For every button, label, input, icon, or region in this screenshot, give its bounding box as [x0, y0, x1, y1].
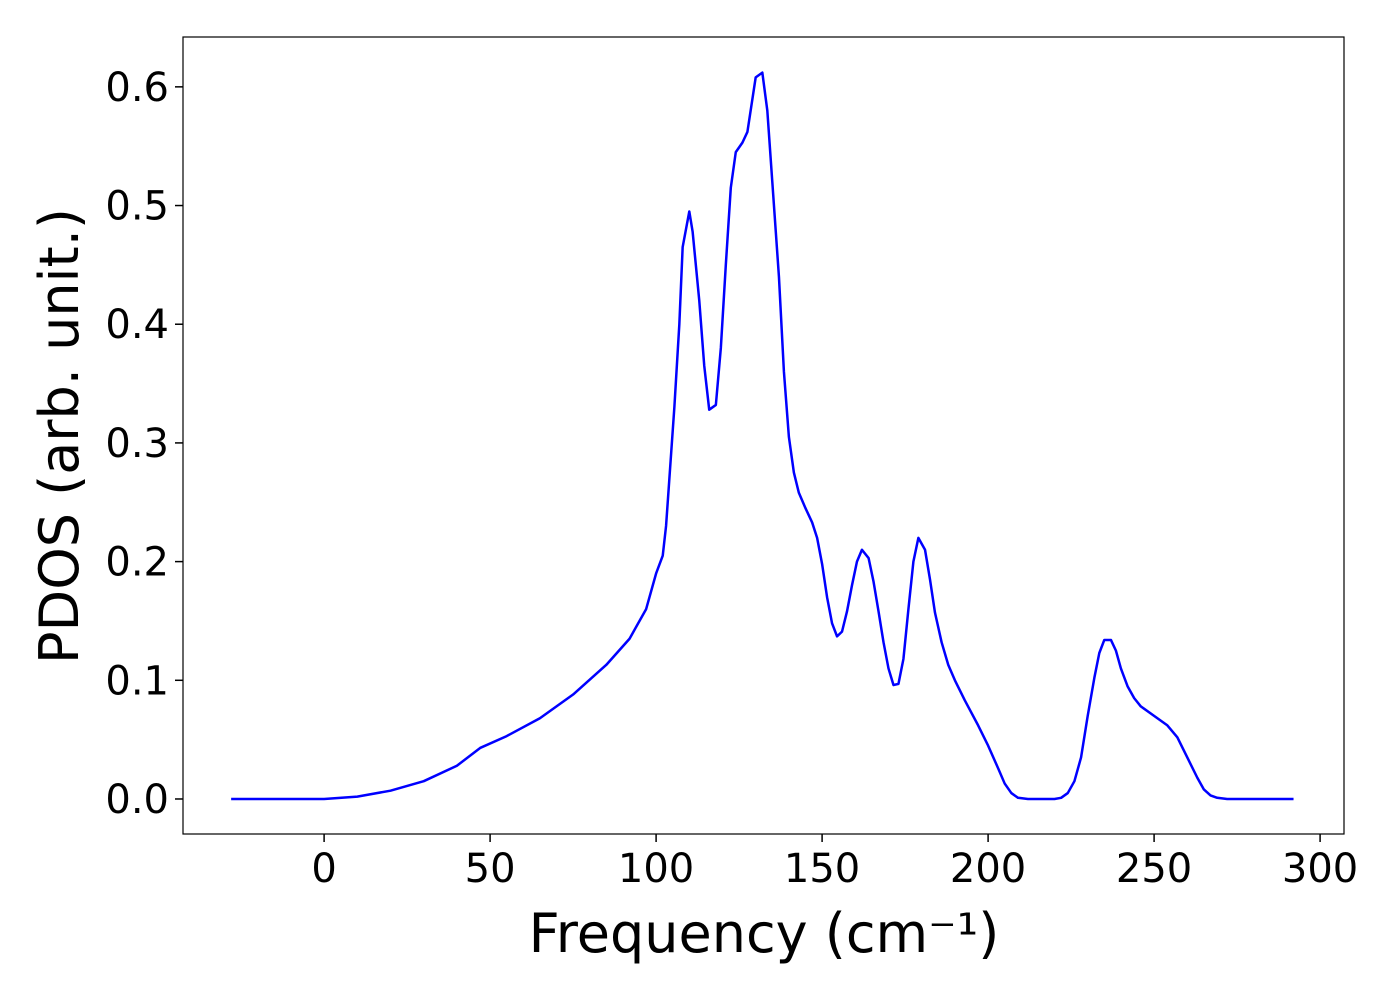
x-tick-label: 250 — [1116, 846, 1192, 892]
y-tick-label: 0.3 — [105, 421, 169, 467]
y-tick-label: 0.4 — [105, 302, 169, 348]
x-tick-label: 300 — [1282, 846, 1358, 892]
x-tick-label: 50 — [465, 846, 516, 892]
y-tick-label: 0.2 — [105, 540, 169, 586]
y-tick-label: 0.0 — [105, 777, 169, 823]
data-line — [231, 71, 1294, 801]
x-tick-label: 150 — [784, 846, 860, 892]
x-axis-label: Frequency (cm⁻¹) — [529, 902, 1000, 965]
x-tick-label: 100 — [618, 846, 694, 892]
x-tick-label: 200 — [950, 846, 1026, 892]
plot-frame — [182, 36, 1345, 835]
x-tick-label: 0 — [311, 846, 336, 892]
y-axis-label: PDOS (arb. unit.) — [28, 208, 91, 664]
y-tick-label: 0.1 — [105, 658, 169, 704]
y-tick-label: 0.5 — [105, 184, 169, 230]
y-tick-label: 0.6 — [105, 65, 169, 111]
